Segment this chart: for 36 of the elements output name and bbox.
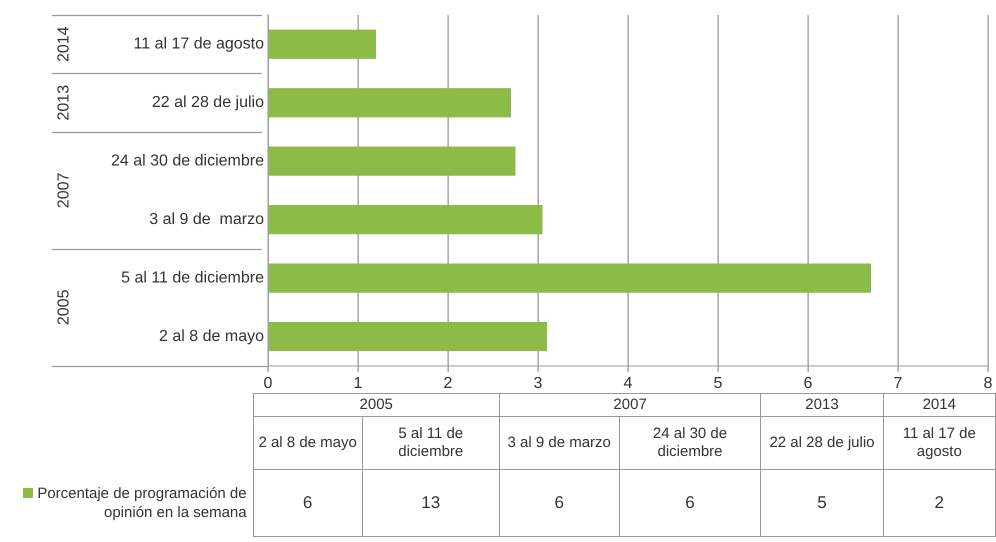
text: 2013 [55,84,72,120]
legend-label: Porcentaje de programación de opinión en la semana [36,484,248,523]
category-label: 3 al 9 de marzo [499,416,620,470]
x-tick-label: 1 [354,374,363,392]
text: 2005 [55,289,72,326]
y-tick-label: 3 al 9 de marzo [149,211,264,228]
text: 2014 [883,394,996,416]
text: 2005 [253,394,500,416]
data-label: 2 [883,470,996,536]
y-tick-label: 22 al 28 de julio [152,94,264,112]
category-label: 2 al 8 de mayo [253,416,362,470]
category-label: 24 al 30 de diciembre [619,416,761,470]
y-tick-label: 24 al 30 de diciembre [111,152,264,170]
data-label: 13 [362,470,500,536]
y-tick-label: 11 al 17 de agosto [134,36,264,53]
x-tick-label: 3 [534,374,543,392]
category-label: 5 al 11 de diciembre [362,416,500,470]
x-tick-label: 4 [624,374,633,392]
x-tick-label: 8 [984,374,993,392]
data-label: 6 [619,470,761,536]
text: 2007 [55,172,72,208]
text: 2014 [55,26,72,62]
data-label: 6 [253,470,362,536]
x-tick-label: 7 [894,374,903,392]
data-label: 5 [760,470,884,536]
y-tick-label: 2 al 8 de mayo [159,328,264,345]
data-label: 6 [499,470,620,536]
category-label: 22 al 28 de julio [760,416,884,470]
category-label: 11 al 17 de agosto [883,416,996,470]
y-tick-label: 5 al 11 de diciembre [121,270,264,287]
x-tick-label: 5 [714,374,723,392]
text: 2013 [760,394,884,416]
x-tick-label: 6 [804,374,813,392]
x-tick-label: 0 [264,374,273,392]
x-tick-label: 2 [444,374,453,392]
text: 2007 [499,394,761,416]
